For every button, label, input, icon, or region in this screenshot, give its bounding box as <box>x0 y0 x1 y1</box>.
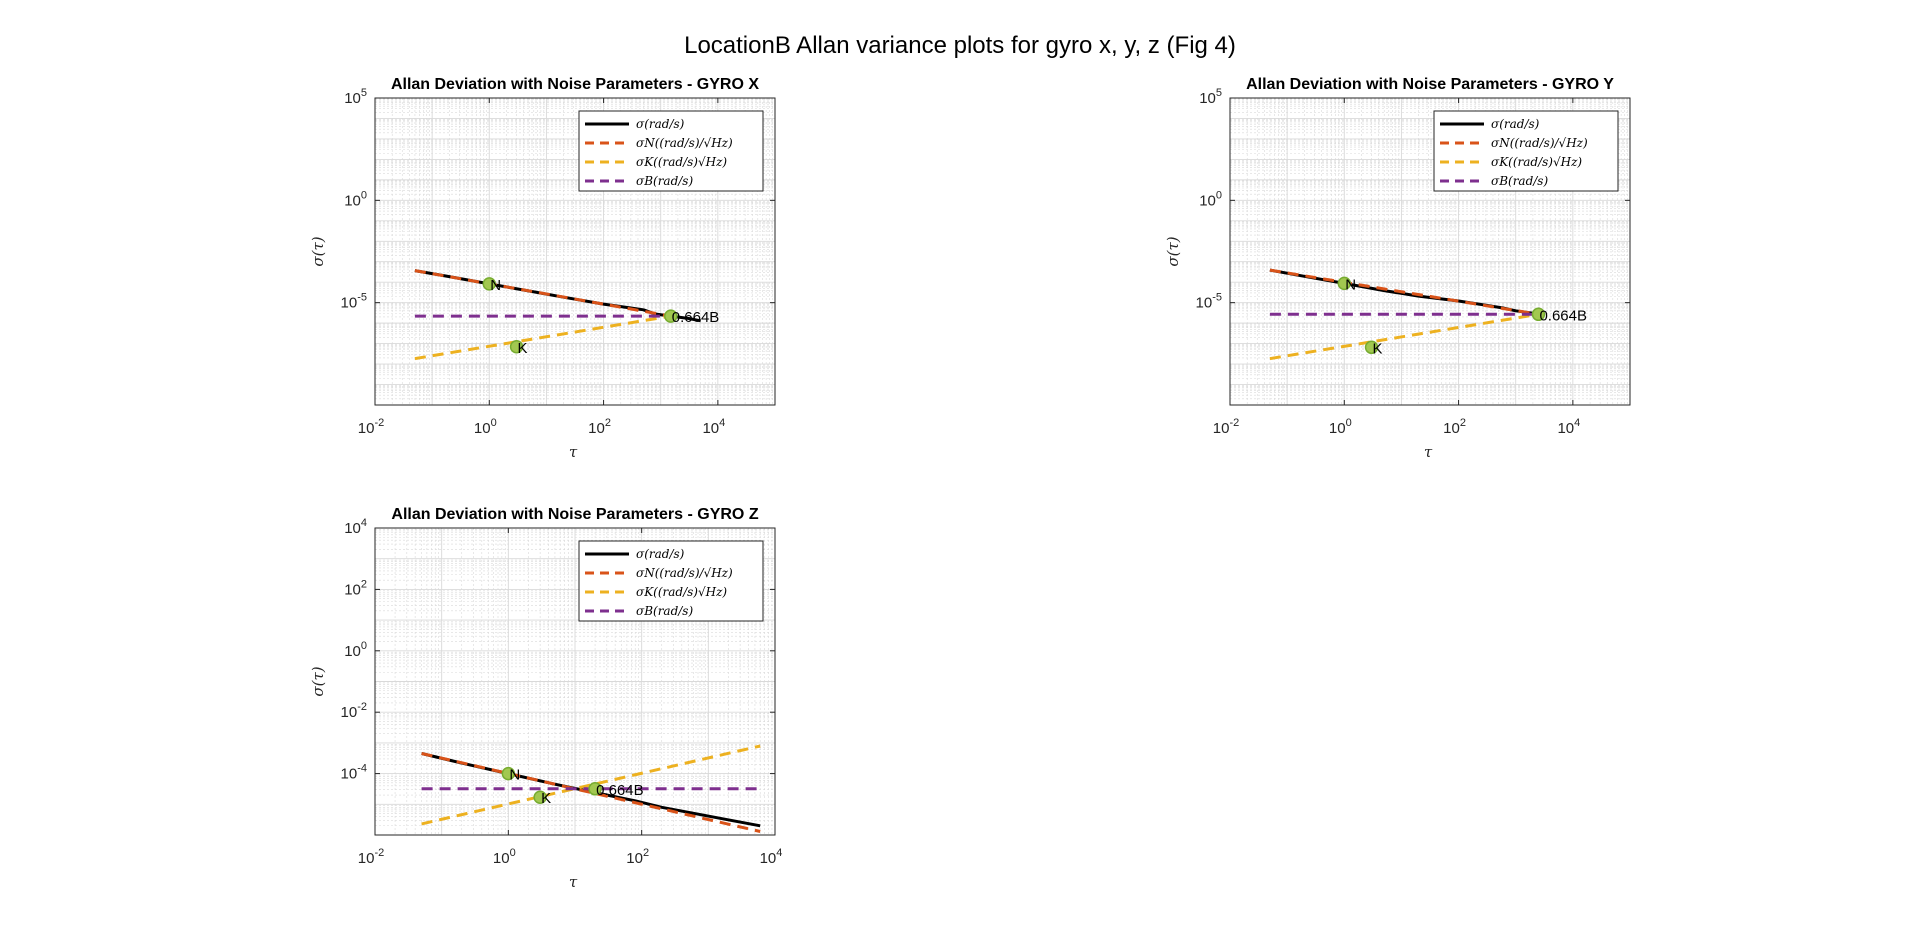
marker-point <box>501 766 516 781</box>
legend-entry: σK((rad/s)√Hz) <box>1491 155 1582 169</box>
chart-title: Allan Deviation with Noise Parameters - … <box>391 506 758 523</box>
marker-label: 0.664B <box>1539 307 1587 324</box>
chart-title: Allan Deviation with Noise Parameters - … <box>391 76 759 93</box>
x-tick-label: 10-2 <box>1213 417 1239 437</box>
x-tick-label: 104 <box>1557 417 1580 437</box>
legend: σ(rad/s) σN((rad/s)/√Hz) σK((rad/s)√Hz) σB(… <box>578 540 764 622</box>
chart-panel-1: Allan Deviation with Noise Parameters - … <box>1164 76 1631 461</box>
y-tick-label: 10-2 <box>341 701 367 721</box>
legend-entry: σ(rad/s) <box>636 547 685 561</box>
y-tick-label: 10-5 <box>341 292 367 312</box>
y-axis-label: σ(τ) <box>1164 236 1182 266</box>
series-line-sigma-k <box>414 314 672 361</box>
x-tick-label: 102 <box>626 847 649 867</box>
legend-entry: σB(rad/s) <box>636 604 693 618</box>
y-axis-label: σ(τ) <box>309 666 327 696</box>
chart-panel-0: Allan Deviation with Noise Parameters - … <box>309 76 776 461</box>
marker-label: 0.664B <box>672 309 720 326</box>
axes-box <box>374 527 776 836</box>
marker-label: N <box>1345 276 1356 293</box>
legend-entry: σK((rad/s)√Hz) <box>636 155 727 169</box>
y-tick-label: 100 <box>1199 189 1222 209</box>
legend-entry: σN((rad/s)/√Hz) <box>636 566 733 580</box>
y-tick-label: 105 <box>1199 87 1222 107</box>
y-tick-label: 10-5 <box>1196 292 1222 312</box>
legend-entry: σK((rad/s)√Hz) <box>636 585 727 599</box>
marker-point <box>533 790 547 804</box>
series-line-sigma-n <box>1269 268 1539 316</box>
legend-entry: σB(rad/s) <box>636 174 693 188</box>
legend-entry: σ(rad/s) <box>636 117 685 131</box>
axes-box <box>374 97 776 406</box>
marker-label: K <box>1373 340 1383 357</box>
marker-point <box>664 309 678 323</box>
x-tick-label: 10-2 <box>358 417 384 437</box>
y-tick-label: 10-4 <box>341 763 367 783</box>
legend-entry: σN((rad/s)/√Hz) <box>1491 136 1588 150</box>
marker-label: 0.664B <box>596 782 644 799</box>
marker-label: N <box>509 767 520 784</box>
x-tick-label: 104 <box>760 847 783 867</box>
y-tick-label: 104 <box>344 517 367 537</box>
y-tick-label: 100 <box>344 189 367 209</box>
series-line-sigma-k <box>421 744 761 826</box>
legend: σ(rad/s) σN((rad/s)/√Hz) σK((rad/s)√Hz) σB(… <box>578 110 764 192</box>
chart-title: Allan Deviation with Noise Parameters - … <box>1246 76 1614 93</box>
marker-point <box>482 277 497 291</box>
x-tick-label: 100 <box>474 417 497 437</box>
marker-point <box>1531 307 1546 322</box>
axes-box <box>1229 97 1631 406</box>
legend-entry: σN((rad/s)/√Hz) <box>636 136 733 150</box>
marker-point <box>509 340 524 354</box>
x-tick-label: 100 <box>493 847 516 867</box>
legend: σ(rad/s) σN((rad/s)/√Hz) σK((rad/s)√Hz) σB(… <box>1433 110 1619 192</box>
marker-point <box>588 782 602 796</box>
marker-label: N <box>490 277 501 294</box>
x-axis-label: τ <box>1424 443 1433 461</box>
x-axis-label: τ <box>569 873 578 891</box>
figure-title: LocationB Allan variance plots for gyro … <box>684 32 1236 59</box>
marker-label: K <box>518 340 528 357</box>
series-line-sigma-n <box>414 269 672 318</box>
series-line-sigma-n <box>421 752 761 833</box>
x-tick-label: 102 <box>1443 417 1466 437</box>
legend-entry: σB(rad/s) <box>1491 174 1548 188</box>
marker-point <box>1364 340 1379 355</box>
chart-panel-2: Allan Deviation with Noise Parameters - … <box>309 506 782 891</box>
marker-point <box>1337 276 1352 291</box>
x-tick-label: 100 <box>1329 417 1352 437</box>
legend-entry: σ(rad/s) <box>1491 117 1540 131</box>
y-tick-label: 102 <box>344 578 367 598</box>
x-tick-label: 104 <box>702 417 725 437</box>
x-axis-label: τ <box>569 443 578 461</box>
y-tick-label: 100 <box>344 640 367 660</box>
x-tick-label: 10-2 <box>358 847 384 867</box>
marker-label: K <box>541 790 551 807</box>
y-tick-label: 105 <box>344 87 367 107</box>
y-axis-label: σ(τ) <box>309 236 327 266</box>
x-tick-label: 102 <box>588 417 611 437</box>
series-line-sigma-k <box>1269 312 1539 361</box>
